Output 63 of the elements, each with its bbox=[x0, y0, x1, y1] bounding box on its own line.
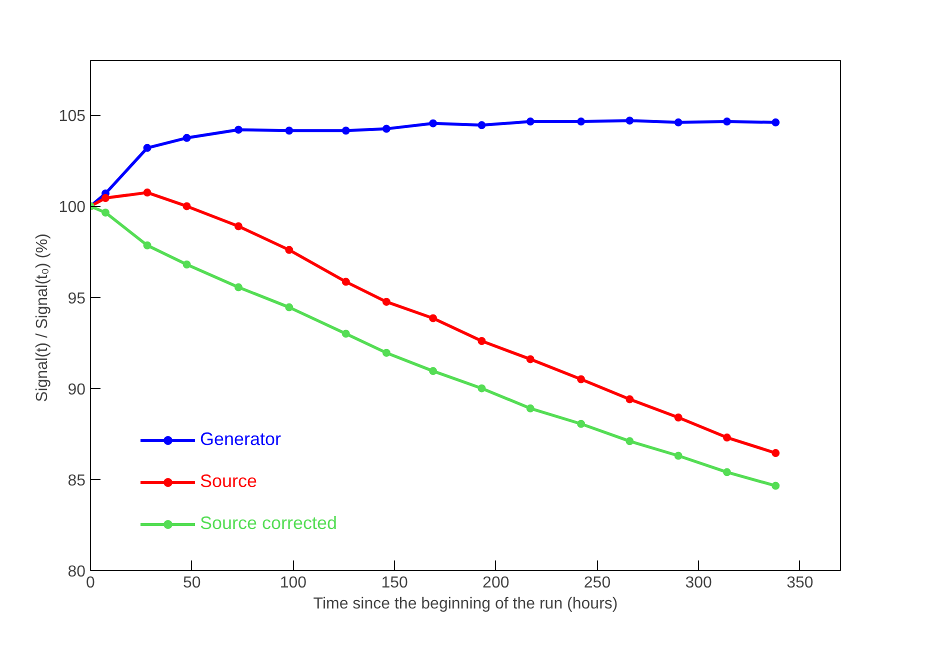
point bbox=[143, 241, 152, 250]
point bbox=[429, 367, 438, 376]
point bbox=[342, 126, 350, 135]
point bbox=[285, 246, 294, 254]
point bbox=[674, 452, 682, 460]
legend-label: Source bbox=[200, 471, 258, 492]
legend-label: Generator bbox=[200, 429, 282, 450]
point bbox=[285, 126, 294, 135]
point bbox=[285, 303, 294, 312]
point bbox=[143, 144, 152, 152]
point bbox=[382, 124, 390, 133]
point bbox=[342, 330, 350, 338]
y-tick-label: 85 bbox=[68, 472, 86, 490]
point bbox=[102, 194, 110, 202]
point bbox=[382, 298, 390, 306]
point bbox=[234, 283, 242, 292]
point bbox=[626, 116, 634, 125]
point bbox=[342, 278, 350, 286]
point bbox=[234, 222, 242, 230]
point bbox=[722, 468, 731, 476]
x-tick-label: 50 bbox=[182, 574, 201, 592]
y-tick-label: 80 bbox=[68, 564, 86, 580]
y-axis-title: Signal(t) / Signal(t₀) (%) bbox=[34, 233, 51, 402]
y-tick-label: 95 bbox=[68, 290, 86, 308]
point bbox=[182, 134, 191, 142]
point bbox=[526, 404, 534, 412]
x-axis-title: Time since the beginning of the run (hours) bbox=[313, 596, 618, 612]
point bbox=[772, 482, 780, 490]
point bbox=[429, 314, 438, 322]
point bbox=[478, 121, 486, 130]
point bbox=[182, 202, 191, 210]
y-tick-label: 105 bbox=[58, 108, 86, 126]
point bbox=[526, 355, 534, 364]
point bbox=[772, 449, 780, 458]
point bbox=[143, 188, 152, 197]
point bbox=[382, 348, 390, 357]
point bbox=[626, 437, 634, 446]
point bbox=[772, 118, 780, 126]
legend-label: Source corrected bbox=[200, 513, 338, 534]
point bbox=[102, 208, 110, 217]
point bbox=[722, 118, 731, 126]
x-tick-label: 250 bbox=[584, 574, 611, 592]
point bbox=[526, 118, 534, 126]
point bbox=[478, 384, 486, 392]
point bbox=[674, 414, 682, 422]
point bbox=[478, 337, 486, 345]
point bbox=[234, 126, 242, 134]
point bbox=[429, 119, 438, 128]
x-tick-label: 350 bbox=[786, 574, 814, 592]
x-tick-label: 150 bbox=[381, 574, 408, 592]
point bbox=[577, 420, 586, 428]
point bbox=[182, 260, 191, 268]
x-tick-label: 300 bbox=[685, 574, 712, 592]
x-tick-label: 200 bbox=[482, 574, 510, 592]
point bbox=[722, 434, 731, 442]
y-tick-label: 100 bbox=[58, 199, 86, 216]
x-tick-label: 100 bbox=[280, 574, 307, 592]
point bbox=[577, 375, 586, 384]
x-tick-label: 0 bbox=[86, 574, 96, 592]
point bbox=[577, 118, 586, 126]
point bbox=[626, 395, 634, 404]
point bbox=[674, 118, 682, 126]
y-tick-label: 90 bbox=[68, 381, 86, 398]
